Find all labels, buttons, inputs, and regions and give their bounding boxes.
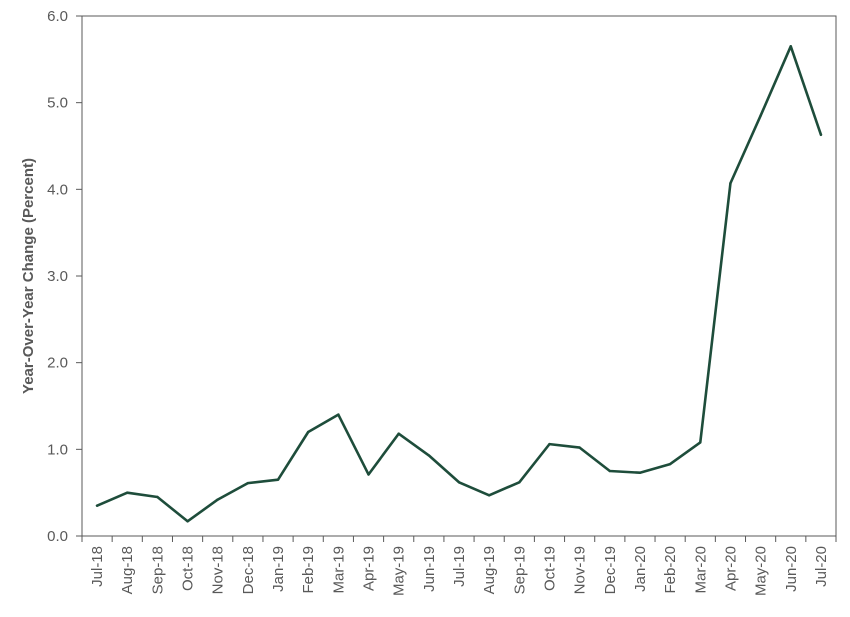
x-tick-label: Mar-20: [692, 546, 709, 594]
x-tick-label: Jun-20: [783, 546, 800, 592]
y-tick-label: 0.0: [47, 528, 68, 545]
y-axis-title: Year-Over-Year Change (Percent): [20, 158, 37, 394]
data-point: [337, 413, 340, 416]
data-point: [186, 520, 189, 523]
x-tick-label: Aug-19: [481, 546, 498, 594]
data-point: [699, 441, 702, 444]
x-tick-label: Nov-19: [572, 546, 589, 594]
x-tick-label: May-19: [391, 546, 408, 596]
y-tick-label: 1.0: [47, 441, 68, 458]
data-point: [548, 442, 551, 446]
y-tick-label: 5.0: [47, 95, 68, 112]
data-point: [759, 114, 762, 117]
plot-frame: [81, 15, 837, 537]
data-point: [126, 491, 129, 494]
data-point: [367, 473, 370, 476]
series-line: [95, 45, 823, 523]
x-tick-label: Feb-20: [662, 546, 679, 594]
y-axis-title-group: Year-Over-Year Change (Percent): [20, 158, 37, 394]
data-point: [578, 446, 581, 449]
x-tick-label: Oct-18: [180, 546, 197, 591]
x-tick-label: Aug-18: [119, 546, 136, 594]
x-tick-label: Sep-19: [511, 546, 528, 594]
x-tick-label: Sep-18: [149, 546, 166, 594]
y-tick-label: 2.0: [47, 355, 68, 372]
y-tick-label: 4.0: [47, 181, 68, 198]
x-tick-label: Jan-20: [632, 546, 649, 592]
series-group: [95, 45, 823, 523]
data-point: [397, 432, 400, 435]
data-point: [457, 481, 461, 484]
data-point: [668, 462, 672, 466]
data-point: [789, 45, 792, 48]
x-tick-label: Jul-20: [813, 546, 830, 587]
x-tick-label: Dec-19: [602, 546, 619, 594]
x-tick-label: Apr-19: [361, 546, 378, 591]
data-point: [246, 481, 250, 485]
data-point: [487, 494, 491, 497]
data-point: [638, 471, 642, 474]
x-tick-label: Nov-18: [210, 546, 227, 594]
x-tick-label: Dec-18: [240, 546, 257, 594]
y-tick-label: 3.0: [47, 268, 68, 285]
data-point: [427, 454, 431, 457]
x-tick-label: Mar-19: [330, 546, 347, 594]
x-tick-label: Apr-20: [722, 546, 739, 591]
x-tick-label: Feb-19: [300, 546, 317, 594]
data-point: [216, 498, 219, 501]
data-point: [95, 504, 99, 507]
y-axis-ticks: 0.0 1.0 2.0 3.0 4.0 5.0 6.0: [47, 8, 82, 545]
x-tick-label: Jul-18: [89, 546, 106, 587]
data-point: [518, 481, 521, 484]
x-tick-label: Jun-19: [421, 546, 438, 592]
data-point: [307, 430, 310, 434]
data-point: [729, 182, 732, 185]
data-point: [819, 133, 823, 136]
data-point: [276, 478, 280, 481]
x-tick-label: Oct-19: [541, 546, 558, 591]
x-tick-label: May-20: [753, 546, 770, 596]
data-point: [156, 495, 159, 499]
x-tick-label: Jan-19: [270, 546, 287, 592]
x-axis-ticks: Jul-18 Aug-18 Sep-18 Oct-18 Nov-18 Dec-18 Jan-…: [81, 536, 837, 596]
y-tick-label: 6.0: [47, 8, 68, 25]
x-tick-label: Jul-19: [451, 546, 468, 587]
plot-area-border: [81, 15, 837, 537]
data-point: [608, 469, 611, 473]
